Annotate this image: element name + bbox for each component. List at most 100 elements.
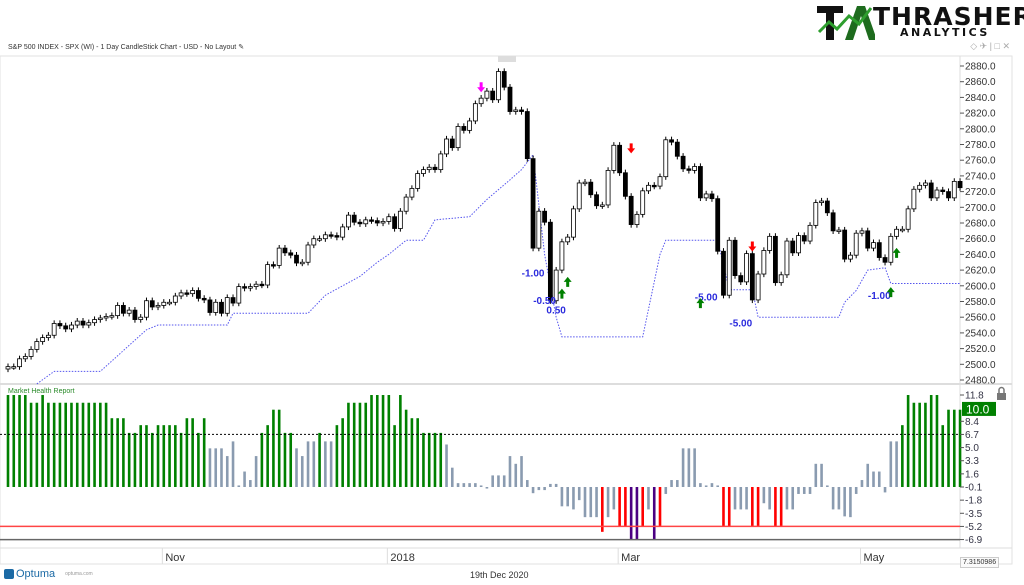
price-tick-label: 2820.0: [965, 109, 996, 120]
candle: [778, 271, 784, 286]
histogram-bar: [485, 487, 489, 489]
candle-body: [738, 275, 744, 283]
histogram-bar: [837, 487, 841, 510]
histogram-bar: [116, 418, 119, 487]
candle: [755, 270, 761, 304]
candle-body: [432, 166, 438, 171]
scroll-handle[interactable]: [498, 56, 516, 62]
candle-body: [663, 139, 669, 178]
candle-body: [305, 244, 311, 263]
histogram-bar: [947, 409, 950, 487]
candle: [392, 213, 397, 232]
candle: [721, 248, 726, 299]
candle-body: [934, 189, 940, 199]
candle: [386, 213, 392, 225]
candle: [599, 201, 605, 209]
candle-body: [744, 253, 749, 283]
candle: [276, 244, 282, 269]
stop-line: [36, 153, 961, 385]
candle: [824, 197, 830, 216]
candle-body: [871, 242, 876, 249]
candle-body: [380, 221, 386, 224]
histogram-bar: [162, 425, 166, 487]
candle: [438, 150, 444, 173]
candle-body: [328, 234, 334, 237]
window-controls[interactable]: ◇ ✈ | □ ✕: [970, 41, 1010, 51]
logo-mark-icon: [817, 6, 875, 40]
candle-body: [755, 273, 761, 301]
candle-body: [524, 111, 530, 160]
candle-body: [22, 356, 28, 360]
candle-body: [438, 153, 444, 171]
candle: [426, 164, 432, 173]
histogram-bar: [560, 487, 564, 507]
candle-body: [657, 176, 663, 187]
candle-body: [571, 208, 576, 238]
histogram-bar: [537, 487, 541, 491]
histogram-bar: [658, 487, 662, 527]
lock-icon[interactable]: [997, 386, 1006, 401]
candle-body: [363, 219, 369, 225]
histogram-bar: [745, 487, 748, 510]
candle: [848, 252, 853, 263]
candle-body: [565, 236, 571, 243]
histogram-bar: [791, 487, 795, 510]
histogram-bar: [474, 483, 477, 487]
candle-body: [911, 188, 917, 210]
candle-body: [69, 324, 74, 330]
histogram-bar: [295, 448, 298, 487]
candle: [738, 272, 744, 286]
histogram-bar: [18, 395, 21, 487]
candle: [80, 317, 86, 329]
candle-body: [796, 235, 801, 254]
candle: [911, 186, 917, 213]
candle-body: [721, 250, 726, 296]
histogram-bar: [324, 441, 327, 487]
histogram-bar: [318, 432, 321, 487]
annotation-label: -5.00: [695, 293, 718, 304]
candle-body: [207, 299, 213, 313]
histogram-bar: [814, 463, 818, 487]
histogram-bar: [254, 456, 258, 487]
arrow-up-icon: [892, 247, 901, 258]
candle: [594, 191, 599, 209]
candle: [657, 173, 663, 190]
candle: [369, 216, 374, 224]
price-tick-label: 2880.0: [965, 62, 996, 73]
candle: [213, 299, 219, 316]
candle: [374, 217, 380, 227]
histogram-bar: [687, 448, 691, 487]
histogram-bar: [231, 441, 235, 487]
candle: [761, 247, 767, 278]
histogram-bar: [647, 487, 650, 510]
histogram-bar: [589, 487, 593, 518]
logo-subtitle: ANALYTICS: [900, 26, 990, 39]
indicator-tick-label: -0.1: [965, 483, 983, 494]
candle-body: [553, 269, 559, 302]
candle-body: [317, 238, 322, 241]
candle: [311, 235, 317, 249]
candle-body: [686, 168, 692, 171]
candle: [403, 193, 409, 215]
candle: [207, 296, 213, 316]
candle: [40, 334, 46, 345]
candle-body: [807, 224, 813, 242]
histogram-bar: [35, 402, 39, 487]
price-tick-label: 2680.0: [965, 219, 996, 230]
candle: [478, 95, 484, 107]
candle-body: [611, 144, 617, 171]
histogram-bar: [352, 402, 356, 487]
histogram-bar: [889, 441, 893, 487]
candle: [882, 254, 888, 266]
edit-pencil-icon[interactable]: ✎: [238, 44, 245, 51]
price-tick-label: 2700.0: [965, 203, 996, 214]
candle-body: [213, 301, 219, 313]
histogram-bar: [497, 475, 500, 487]
candle: [346, 212, 351, 231]
candle: [536, 208, 542, 252]
candle-body: [184, 292, 190, 295]
candle-body: [882, 257, 888, 263]
candle: [923, 179, 928, 189]
histogram-layer: [0, 395, 962, 541]
